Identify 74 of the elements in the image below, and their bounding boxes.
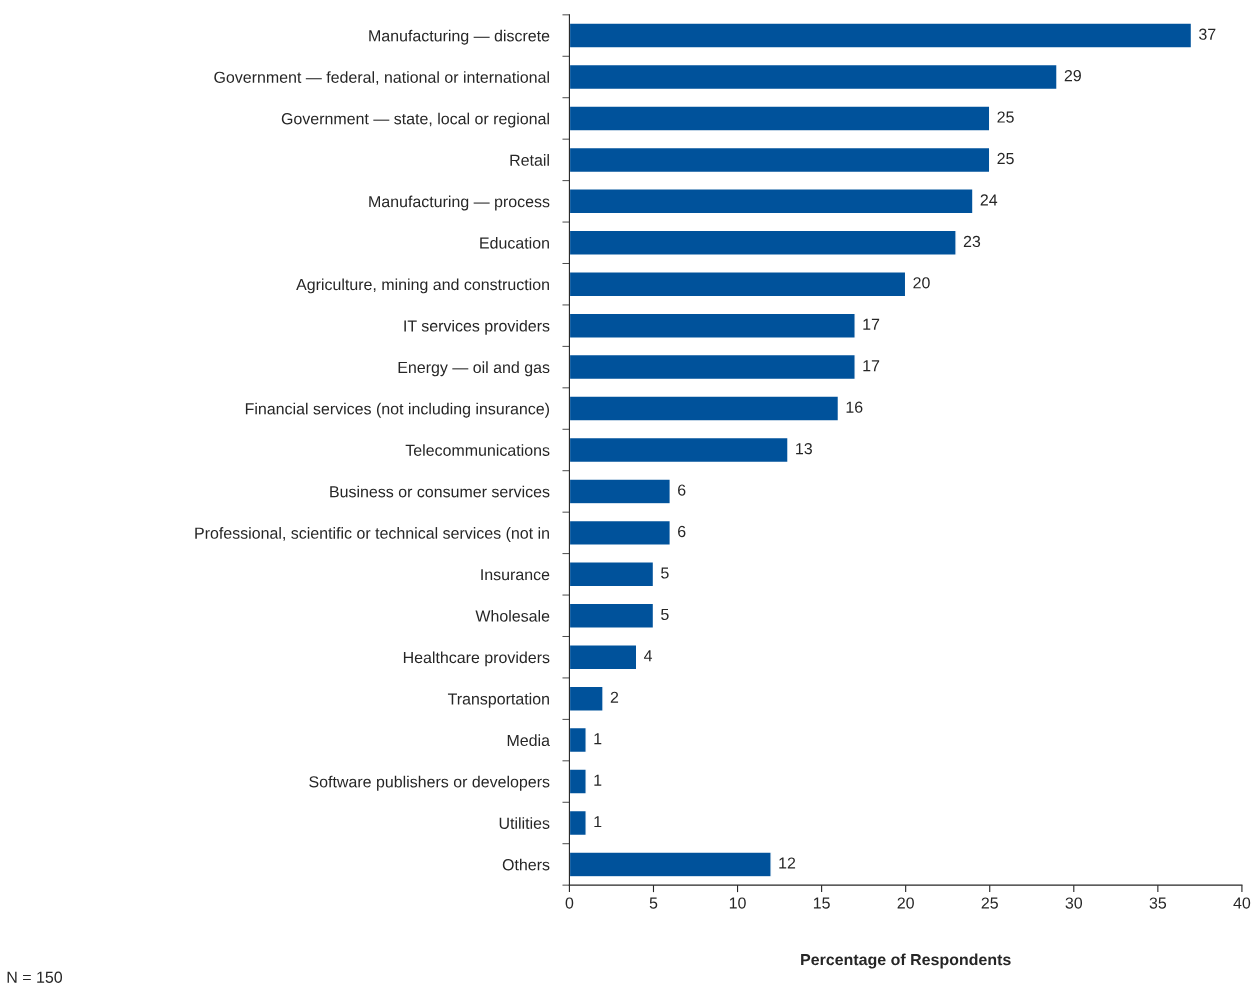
y-tick-label: Healthcare providers [403, 651, 550, 667]
x-tick-label: 15 [813, 897, 830, 909]
bar [569, 851, 772, 878]
data-label: 1 [594, 816, 602, 828]
bar [569, 353, 856, 381]
bar [569, 312, 856, 339]
bar [569, 395, 840, 422]
bar [569, 561, 655, 588]
y-tick-label: Media [507, 734, 550, 747]
bar [569, 146, 991, 174]
bar [569, 478, 671, 505]
x-tick-label: 30 [1065, 897, 1083, 909]
bar [569, 271, 907, 298]
y-tick-label: Software publishers or developers [309, 775, 550, 791]
y-tick-label: Agriculture, mining and construction [296, 278, 549, 294]
bar [569, 63, 1058, 91]
y-tick-label: Utilities [499, 817, 550, 829]
bar [569, 519, 671, 547]
x-axis-title: Percentage of Respondents [801, 953, 1011, 969]
data-label: 17 [863, 318, 880, 330]
x-tick-label: 25 [981, 897, 998, 909]
data-label: 6 [678, 484, 686, 496]
bar [569, 229, 957, 256]
x-tick-label: 0 [565, 897, 574, 909]
bar [569, 726, 587, 754]
data-label: 1 [594, 774, 602, 786]
y-tick-label: Wholesale [475, 609, 550, 622]
data-label: 23 [963, 235, 981, 248]
x-tick-label: 20 [897, 897, 914, 909]
bar [569, 768, 587, 795]
data-label: 25 [997, 111, 1014, 123]
x-tick-label: 40 [1233, 897, 1251, 909]
x-tick-label: 35 [1149, 897, 1167, 909]
y-tick-label: Manufacturing — discrete [369, 29, 550, 45]
bar [569, 105, 991, 132]
data-label: 16 [846, 401, 863, 413]
data-label: 17 [863, 360, 880, 372]
y-tick-label: Energy — oil and gas [398, 361, 550, 377]
bar [569, 22, 1193, 49]
data-label: 24 [980, 194, 998, 206]
bar [569, 436, 789, 464]
y-tick-label: Business or consumer services [330, 485, 550, 498]
y-tick-label: Telecommunications [405, 444, 550, 456]
data-label: 5 [661, 608, 669, 621]
bar [569, 602, 655, 629]
data-label: 4 [643, 650, 653, 662]
data-label: 20 [913, 277, 930, 289]
x-tick-label: 5 [649, 897, 658, 909]
y-tick-label: Others [502, 858, 550, 871]
y-tick-label: Government — federal, national or international [214, 71, 549, 85]
y-tick-label: Education [480, 236, 549, 249]
bar [569, 644, 638, 671]
y-tick-label: Government — state, local or regional [281, 112, 549, 128]
data-label: 37 [1199, 28, 1216, 40]
y-tick-label: Manufacturing — process [369, 195, 550, 211]
data-label: 6 [678, 525, 686, 538]
text: N = 150 [7, 971, 63, 983]
data-label: 13 [796, 442, 812, 455]
y-tick-label: Retail [510, 154, 549, 166]
data-label: 2 [610, 691, 619, 703]
y-tick-label: Insurance [481, 569, 550, 581]
x-tick-label: 10 [729, 897, 746, 909]
data-label: 5 [661, 567, 669, 579]
y-tick-label: IT services providers [404, 319, 550, 335]
y-tick-label: Financial services (not including insurance) [245, 402, 549, 418]
y-tick-label: Professional, scientific or technical services (not in [195, 527, 549, 542]
data-label: 25 [997, 152, 1014, 165]
bar [569, 809, 587, 837]
bar [569, 188, 974, 215]
data-label: 12 [779, 857, 796, 869]
bar [569, 685, 604, 712]
data-label: 1 [594, 733, 602, 745]
y-tick-label: Transportation [447, 692, 549, 708]
data-label: 29 [1064, 69, 1081, 82]
